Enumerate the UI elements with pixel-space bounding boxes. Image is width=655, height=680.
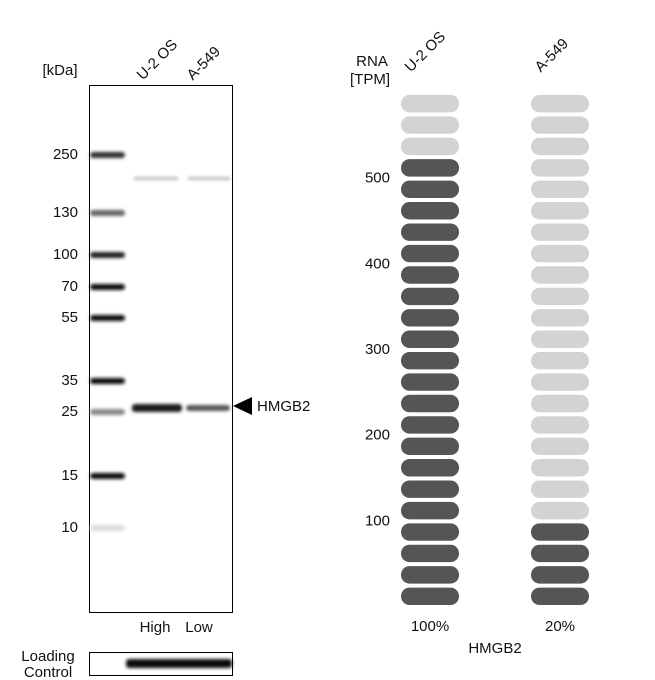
- rna-label: [TPM]: [350, 71, 390, 88]
- column-label: A-549: [532, 35, 572, 75]
- pill-empty: [531, 266, 589, 284]
- pill-empty: [531, 116, 589, 134]
- ladder-band: [90, 473, 125, 479]
- y-tick-label: 300: [365, 341, 390, 358]
- pill-filled: [401, 266, 459, 284]
- ladder-band: [90, 525, 125, 531]
- gene-label: HMGB2: [468, 640, 521, 657]
- pill-filled: [401, 416, 459, 434]
- pill-empty: [531, 459, 589, 477]
- pill-filled: [401, 566, 459, 584]
- rna-label: RNA: [356, 53, 388, 70]
- pill-filled: [401, 373, 459, 391]
- marker-label: 35: [61, 372, 78, 389]
- kda-label: [kDa]: [42, 62, 77, 79]
- loading-band: [126, 659, 232, 668]
- pill-filled: [401, 202, 459, 220]
- pill-filled: [401, 180, 459, 199]
- pill-empty: [531, 501, 589, 520]
- pill-filled: [401, 223, 459, 241]
- pill-empty: [531, 437, 589, 456]
- pill-empty: [531, 373, 589, 391]
- marker-label: 10: [61, 519, 78, 536]
- pill-empty: [531, 94, 589, 113]
- pill-filled: [401, 587, 459, 605]
- ladder-band: [90, 210, 125, 216]
- ladder-band: [90, 378, 125, 384]
- pill-filled: [401, 159, 459, 177]
- pill-filled: [531, 544, 589, 563]
- target-label: HMGB2: [257, 398, 310, 415]
- lane-label: A-549: [184, 43, 224, 83]
- y-tick-label: 400: [365, 255, 390, 272]
- pill-empty: [531, 416, 589, 434]
- lane-level: High: [140, 619, 171, 636]
- pill-filled: [401, 351, 459, 370]
- pill-empty: [531, 180, 589, 199]
- arrow: [233, 397, 252, 415]
- pill-filled: [401, 394, 459, 413]
- pill-empty: [531, 202, 589, 220]
- loading-label: Control: [24, 664, 72, 680]
- marker-label: 100: [53, 246, 78, 263]
- pill-filled: [531, 566, 589, 584]
- pill-filled: [401, 459, 459, 477]
- column-label: U-2 OS: [402, 28, 449, 75]
- lane-label: U-2 OS: [134, 36, 181, 83]
- pill-empty: [531, 287, 589, 306]
- lane-level: Low: [185, 619, 213, 636]
- ladder-band: [90, 409, 125, 415]
- pill-empty: [531, 223, 589, 241]
- blot-bands: [132, 177, 230, 412]
- ladder-band: [90, 315, 125, 321]
- marker-label: 25: [61, 403, 78, 420]
- pill-empty: [401, 116, 459, 134]
- band-high: [132, 404, 182, 412]
- pill-filled: [401, 480, 459, 498]
- pill-empty: [531, 330, 589, 348]
- relative-label: 100%: [411, 618, 449, 635]
- blot-frame: [89, 85, 233, 613]
- loading-label: Loading: [21, 648, 74, 665]
- pill-filled: [531, 587, 589, 605]
- pill-filled: [401, 330, 459, 348]
- faint-band: [134, 177, 178, 180]
- marker-label: 70: [61, 278, 78, 295]
- pill-filled: [401, 437, 459, 456]
- faint-band: [188, 177, 230, 180]
- ladder-band: [90, 284, 125, 290]
- ladder-band: [90, 252, 125, 258]
- pill-empty: [531, 351, 589, 370]
- pill-filled: [401, 544, 459, 563]
- pill-filled: [401, 309, 459, 327]
- y-tick-label: 200: [365, 427, 390, 444]
- pill-empty: [531, 137, 589, 156]
- pill-filled: [401, 523, 459, 541]
- ladder-band: [90, 152, 125, 158]
- y-tick-label: 500: [365, 170, 390, 187]
- y-tick-label: 100: [365, 512, 390, 529]
- band-low: [186, 405, 230, 411]
- pill-filled: [401, 244, 459, 263]
- relative-label: 20%: [545, 618, 575, 635]
- pill-empty: [401, 94, 459, 113]
- pill-filled: [401, 501, 459, 520]
- pill-empty: [531, 159, 589, 177]
- marker-label: 55: [61, 309, 78, 326]
- pill-empty: [531, 244, 589, 263]
- marker-label: 130: [53, 204, 78, 221]
- pill-empty: [531, 480, 589, 498]
- pill-empty: [531, 309, 589, 327]
- marker-label: 15: [61, 467, 78, 484]
- pill-empty: [401, 137, 459, 156]
- pill-empty: [531, 394, 589, 413]
- pill-filled: [531, 523, 589, 541]
- marker-label: 250: [53, 146, 78, 163]
- pill-filled: [401, 287, 459, 306]
